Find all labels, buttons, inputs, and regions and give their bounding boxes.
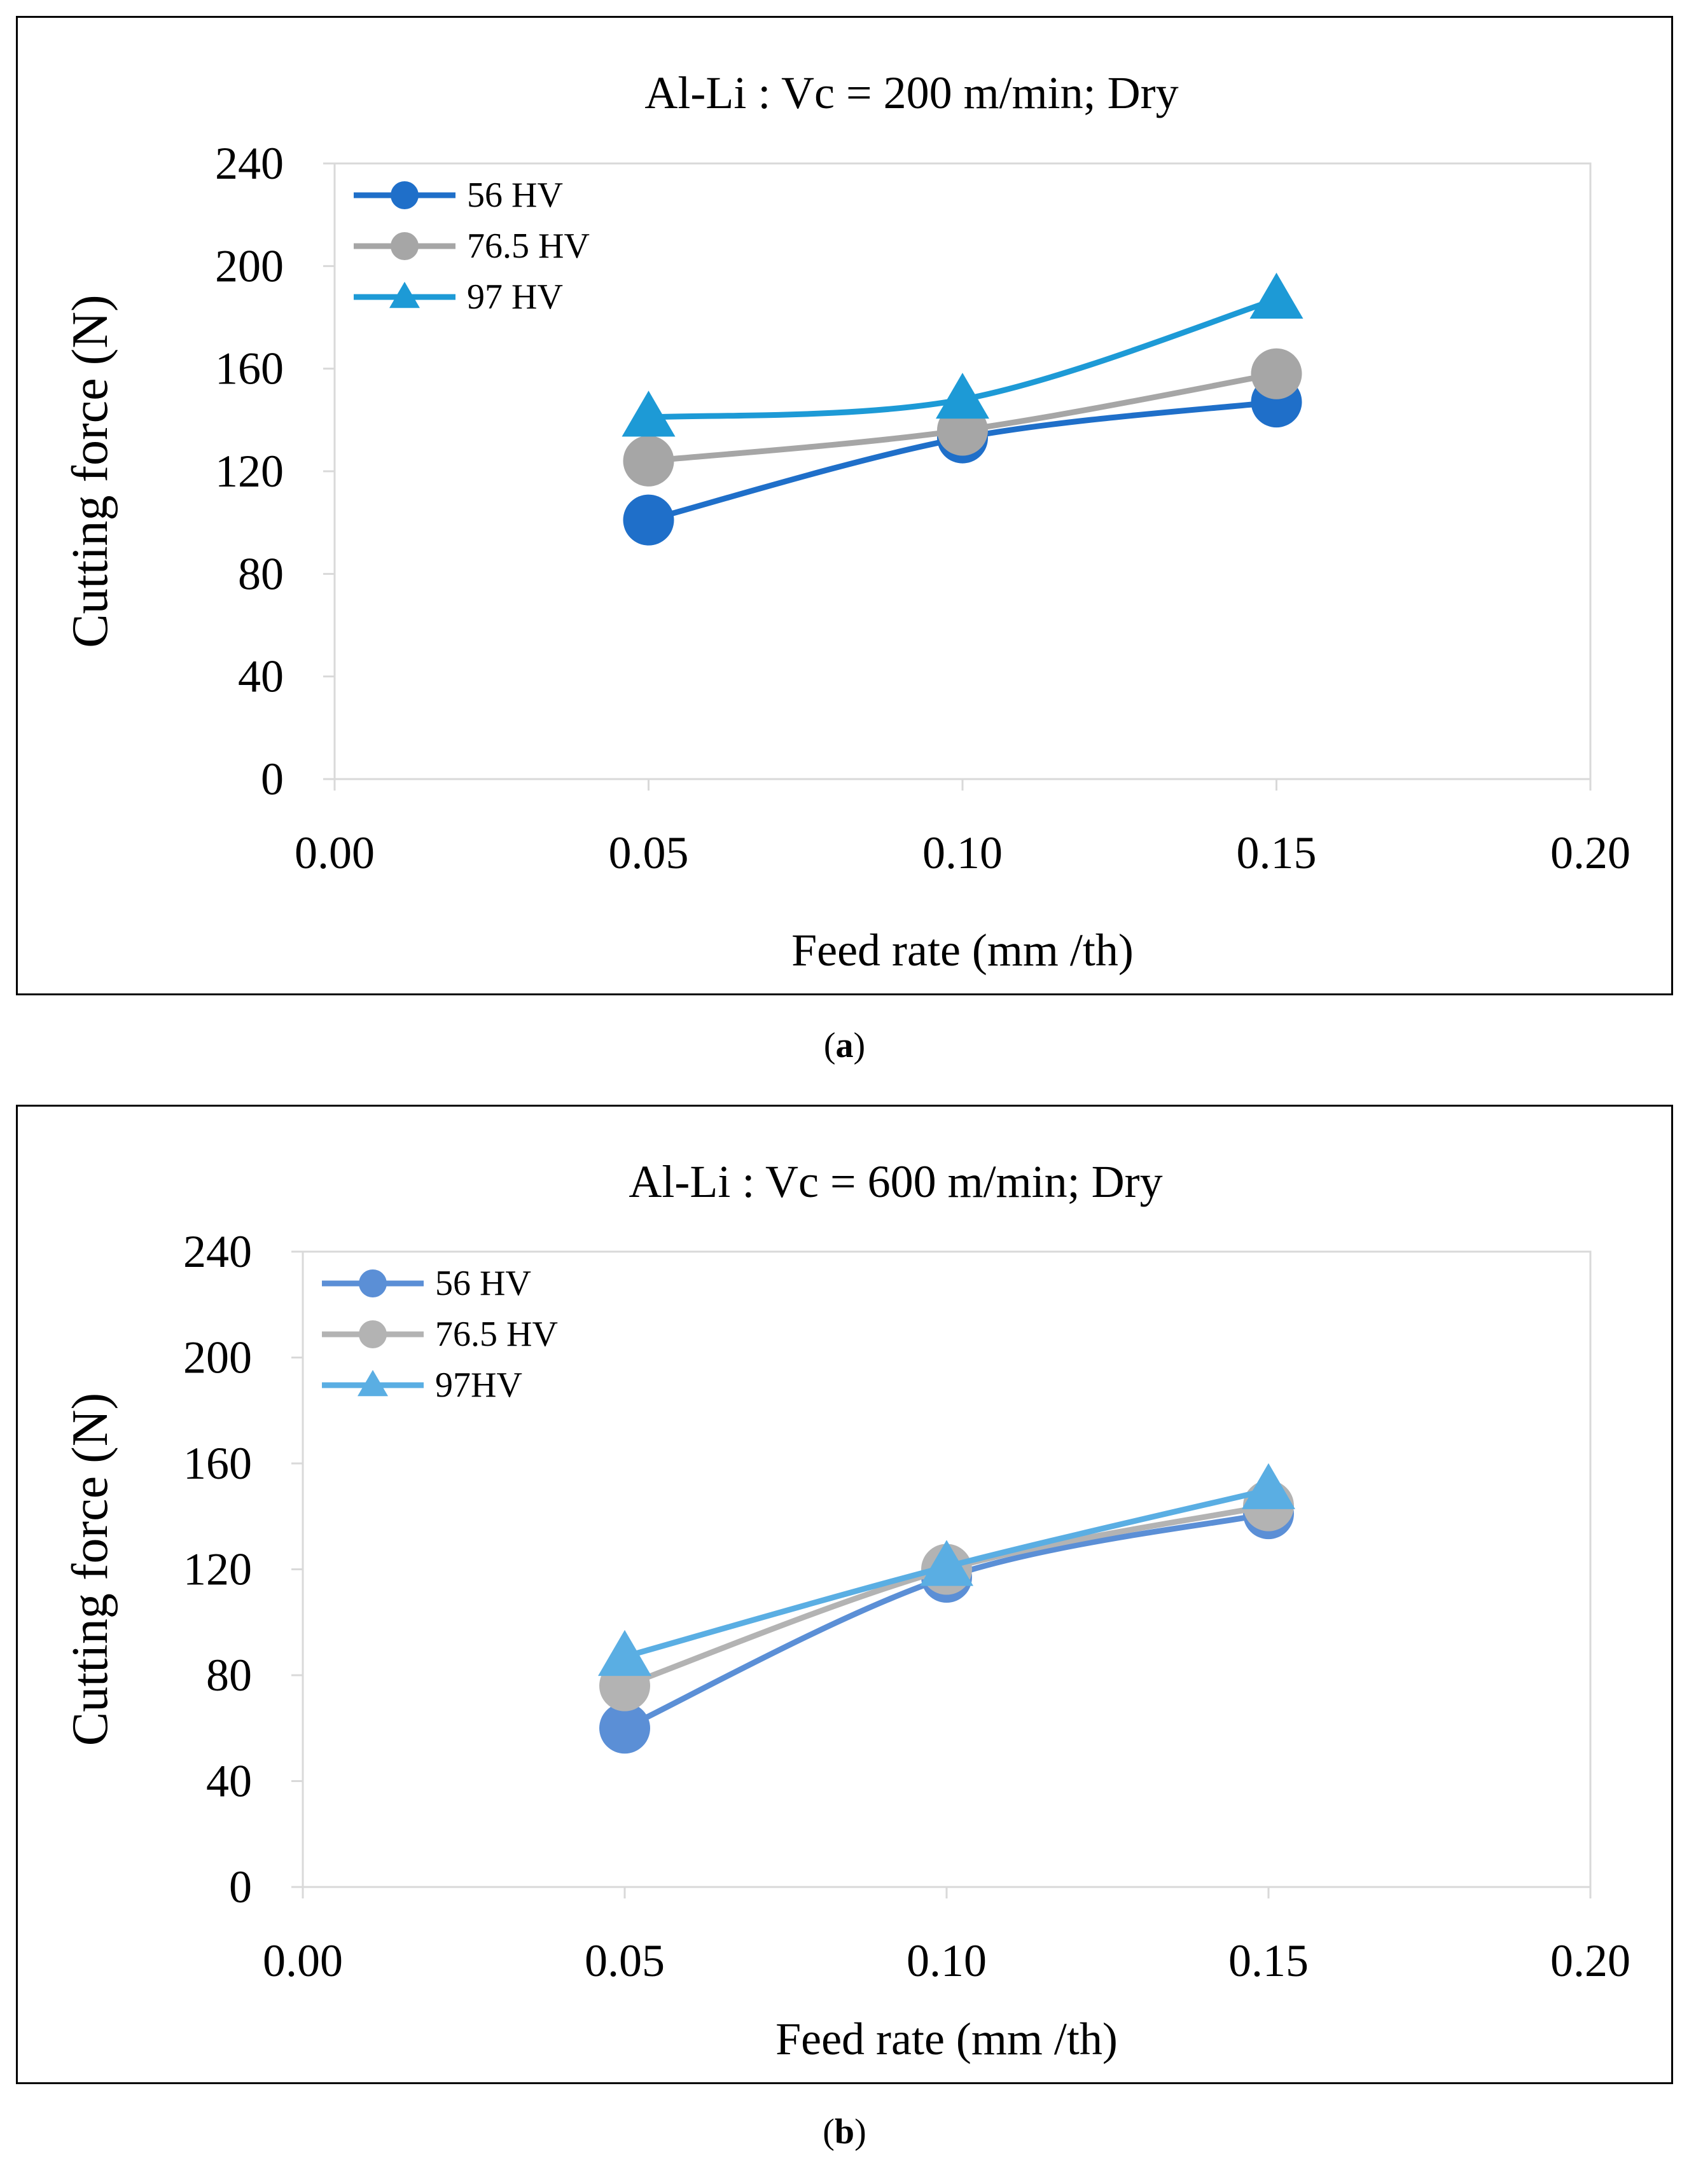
data-point-triangle [1249, 272, 1303, 319]
legend: 56 HV 76.5 HV 97HV [322, 1264, 558, 1405]
y-tick-label: 120 [215, 446, 284, 497]
x-tick-label: 0.00 [263, 1935, 343, 1986]
y-tick-label: 120 [183, 1544, 252, 1595]
legend-label: 97 HV [467, 277, 563, 317]
y-tick-label: 200 [183, 1332, 252, 1383]
series-2 [598, 1463, 1295, 1676]
x-tick-label: 0.20 [1550, 1935, 1630, 1986]
caption-a-open: ( [823, 1026, 836, 1065]
chart-panel-a: Al-Li : Vc = 200 m/min; Dry 0 40 80 120 160 20… [16, 16, 1673, 995]
x-axis-label: Feed rate (mm /th) [775, 2014, 1118, 2064]
caption-a: (a) [0, 1025, 1689, 1066]
y-axis-label: Cutting force (N) [62, 294, 118, 647]
chart-title: Al-Li : Vc = 200 m/min; Dry [644, 67, 1178, 118]
legend-label: 76.5 HV [467, 226, 590, 266]
x-tick-label: 0.10 [922, 827, 1003, 878]
x-tick-label: 0.15 [1228, 1935, 1309, 1986]
legend-marker-circle [359, 1320, 387, 1348]
y-tick-label: 0 [229, 1862, 252, 1912]
y-tick-label: 40 [238, 651, 284, 702]
caption-b-close: ) [854, 2112, 866, 2152]
y-axis-label: Cutting force (N) [62, 1393, 118, 1746]
series-0 [599, 1488, 1294, 1754]
series-2 [622, 272, 1303, 437]
legend: 56 HV 76.5 HV 97 HV [354, 176, 590, 317]
chart-panel-b: Al-Li : Vc = 600 m/min; Dry 0 40 80 120 160 20… [16, 1105, 1673, 2084]
caption-a-close: ) [853, 1026, 866, 1065]
y-tick-label: 40 [206, 1756, 252, 1807]
y-tick-label: 80 [238, 548, 284, 599]
chart-title: Al-Li : Vc = 600 m/min; Dry [629, 1156, 1162, 1207]
x-tick-label: 0.05 [609, 827, 689, 878]
chart-a: Al-Li : Vc = 200 m/min; Dry 0 40 80 120 160 20… [62, 67, 1630, 976]
data-point-triangle [622, 390, 676, 437]
data-point-circle [623, 435, 674, 487]
legend-marker-triangle [358, 1370, 388, 1397]
data-point-triangle [936, 373, 989, 419]
legend-marker-circle [391, 181, 419, 209]
y-tick-label: 240 [183, 1226, 252, 1277]
caption-b-open: ( [823, 2112, 835, 2152]
legend-label: 56 HV [435, 1264, 531, 1303]
data-point-triangle [1242, 1463, 1295, 1509]
legend-label: 56 HV [467, 176, 563, 215]
y-tick-label: 240 [215, 138, 284, 189]
legend-label: 97HV [435, 1365, 522, 1405]
x-tick-label: 0.15 [1237, 827, 1317, 878]
y-tick-label: 80 [206, 1650, 252, 1701]
y-tick-label: 160 [183, 1438, 252, 1489]
legend-label: 76.5 HV [435, 1315, 558, 1354]
legend-marker-circle [391, 232, 419, 260]
data-point-triangle [598, 1629, 651, 1676]
caption-b-letter: b [834, 2112, 855, 2152]
legend-marker-triangle [389, 282, 420, 308]
y-tick-label: 0 [261, 754, 284, 805]
x-tick-label: 0.00 [295, 827, 375, 878]
caption-b: (b) [0, 2111, 1689, 2152]
data-point-circle [599, 1703, 650, 1754]
x-tick-label: 0.20 [1550, 827, 1630, 878]
x-axis-label: Feed rate (mm /th) [791, 925, 1134, 976]
y-tick-label: 200 [215, 240, 284, 291]
x-tick-label: 0.05 [585, 1935, 665, 1986]
data-point-circle [1251, 348, 1302, 399]
y-tick-label: 160 [215, 343, 284, 394]
legend-marker-circle [359, 1269, 387, 1297]
chart-b: Al-Li : Vc = 600 m/min; Dry 0 40 80 120 160 20… [62, 1156, 1630, 2064]
caption-a-letter: a [835, 1026, 854, 1065]
data-point-triangle [920, 1540, 973, 1586]
x-tick-label: 0.10 [907, 1935, 987, 1986]
data-point-circle [623, 494, 674, 546]
